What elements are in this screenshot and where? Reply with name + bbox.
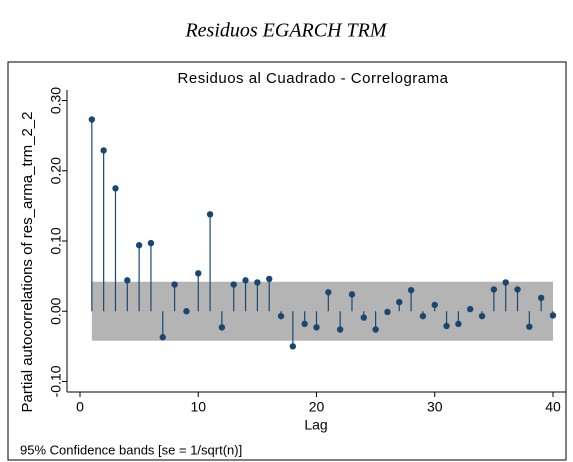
stem-marker — [135, 242, 143, 249]
x-tick-label: 10 — [190, 399, 206, 415]
chart-title: Residuos al Cuadrado - Correlograma — [178, 70, 449, 87]
stem-marker — [336, 326, 344, 333]
stem-marker — [124, 277, 131, 284]
stem-marker — [407, 286, 415, 294]
stem-marker — [301, 320, 308, 328]
note: 95% Confidence bands [se = 1/sqrt(n)] — [20, 442, 242, 457]
stem-marker — [159, 334, 166, 341]
stem-marker — [254, 279, 261, 286]
stem-marker — [360, 314, 367, 321]
x-tick-label: 20 — [309, 399, 325, 415]
document-title: Residuos EGARCH TRM — [184, 20, 387, 42]
stem-marker — [313, 324, 320, 331]
x-tick-label: 30 — [427, 399, 443, 415]
stem-marker — [549, 312, 557, 319]
stem-marker — [348, 291, 356, 298]
y-tick-label: 0.00 — [48, 297, 64, 324]
stem-marker — [242, 277, 249, 284]
stem-marker — [537, 294, 545, 302]
stem-marker — [230, 281, 237, 288]
stem-marker — [478, 312, 486, 320]
stem-marker — [372, 326, 379, 333]
stem-marker — [277, 312, 285, 320]
stem-marker — [88, 116, 96, 123]
stem-marker — [467, 305, 474, 313]
stem-marker — [147, 239, 155, 247]
stem-marker — [490, 286, 498, 293]
stem-marker — [206, 211, 214, 218]
stem-marker — [396, 298, 403, 306]
confidence-band — [91, 281, 553, 341]
stem-marker — [112, 185, 119, 192]
stem-marker — [419, 312, 427, 320]
stem-marker — [384, 308, 391, 316]
stem-marker — [526, 323, 533, 330]
stem-marker — [195, 270, 202, 277]
x-tick-label: 0 — [76, 399, 84, 415]
x-tick-label: 40 — [545, 399, 561, 415]
stem-marker — [455, 320, 462, 328]
stem-marker — [514, 286, 521, 293]
y-tick-label: 0.10 — [48, 227, 64, 254]
y-tick-label: 0.20 — [48, 157, 64, 184]
stem-marker — [502, 279, 509, 286]
stem-marker — [100, 147, 107, 154]
y-tick-label: 0.30 — [48, 87, 64, 114]
stem-marker — [443, 322, 450, 330]
stem-marker — [183, 308, 190, 315]
stem-marker — [431, 301, 438, 309]
x-axis-label: Lag — [304, 417, 327, 433]
stem-marker — [218, 324, 226, 331]
stem-marker — [171, 281, 178, 288]
y-tick-label: -0.10 — [48, 365, 64, 397]
stem-marker — [289, 343, 297, 350]
y-axis-label: Partial autocorrelations of res_arma_trm… — [19, 112, 36, 413]
stem-marker — [266, 275, 273, 283]
stem-marker — [325, 289, 332, 296]
chart-frame — [7, 61, 567, 461]
